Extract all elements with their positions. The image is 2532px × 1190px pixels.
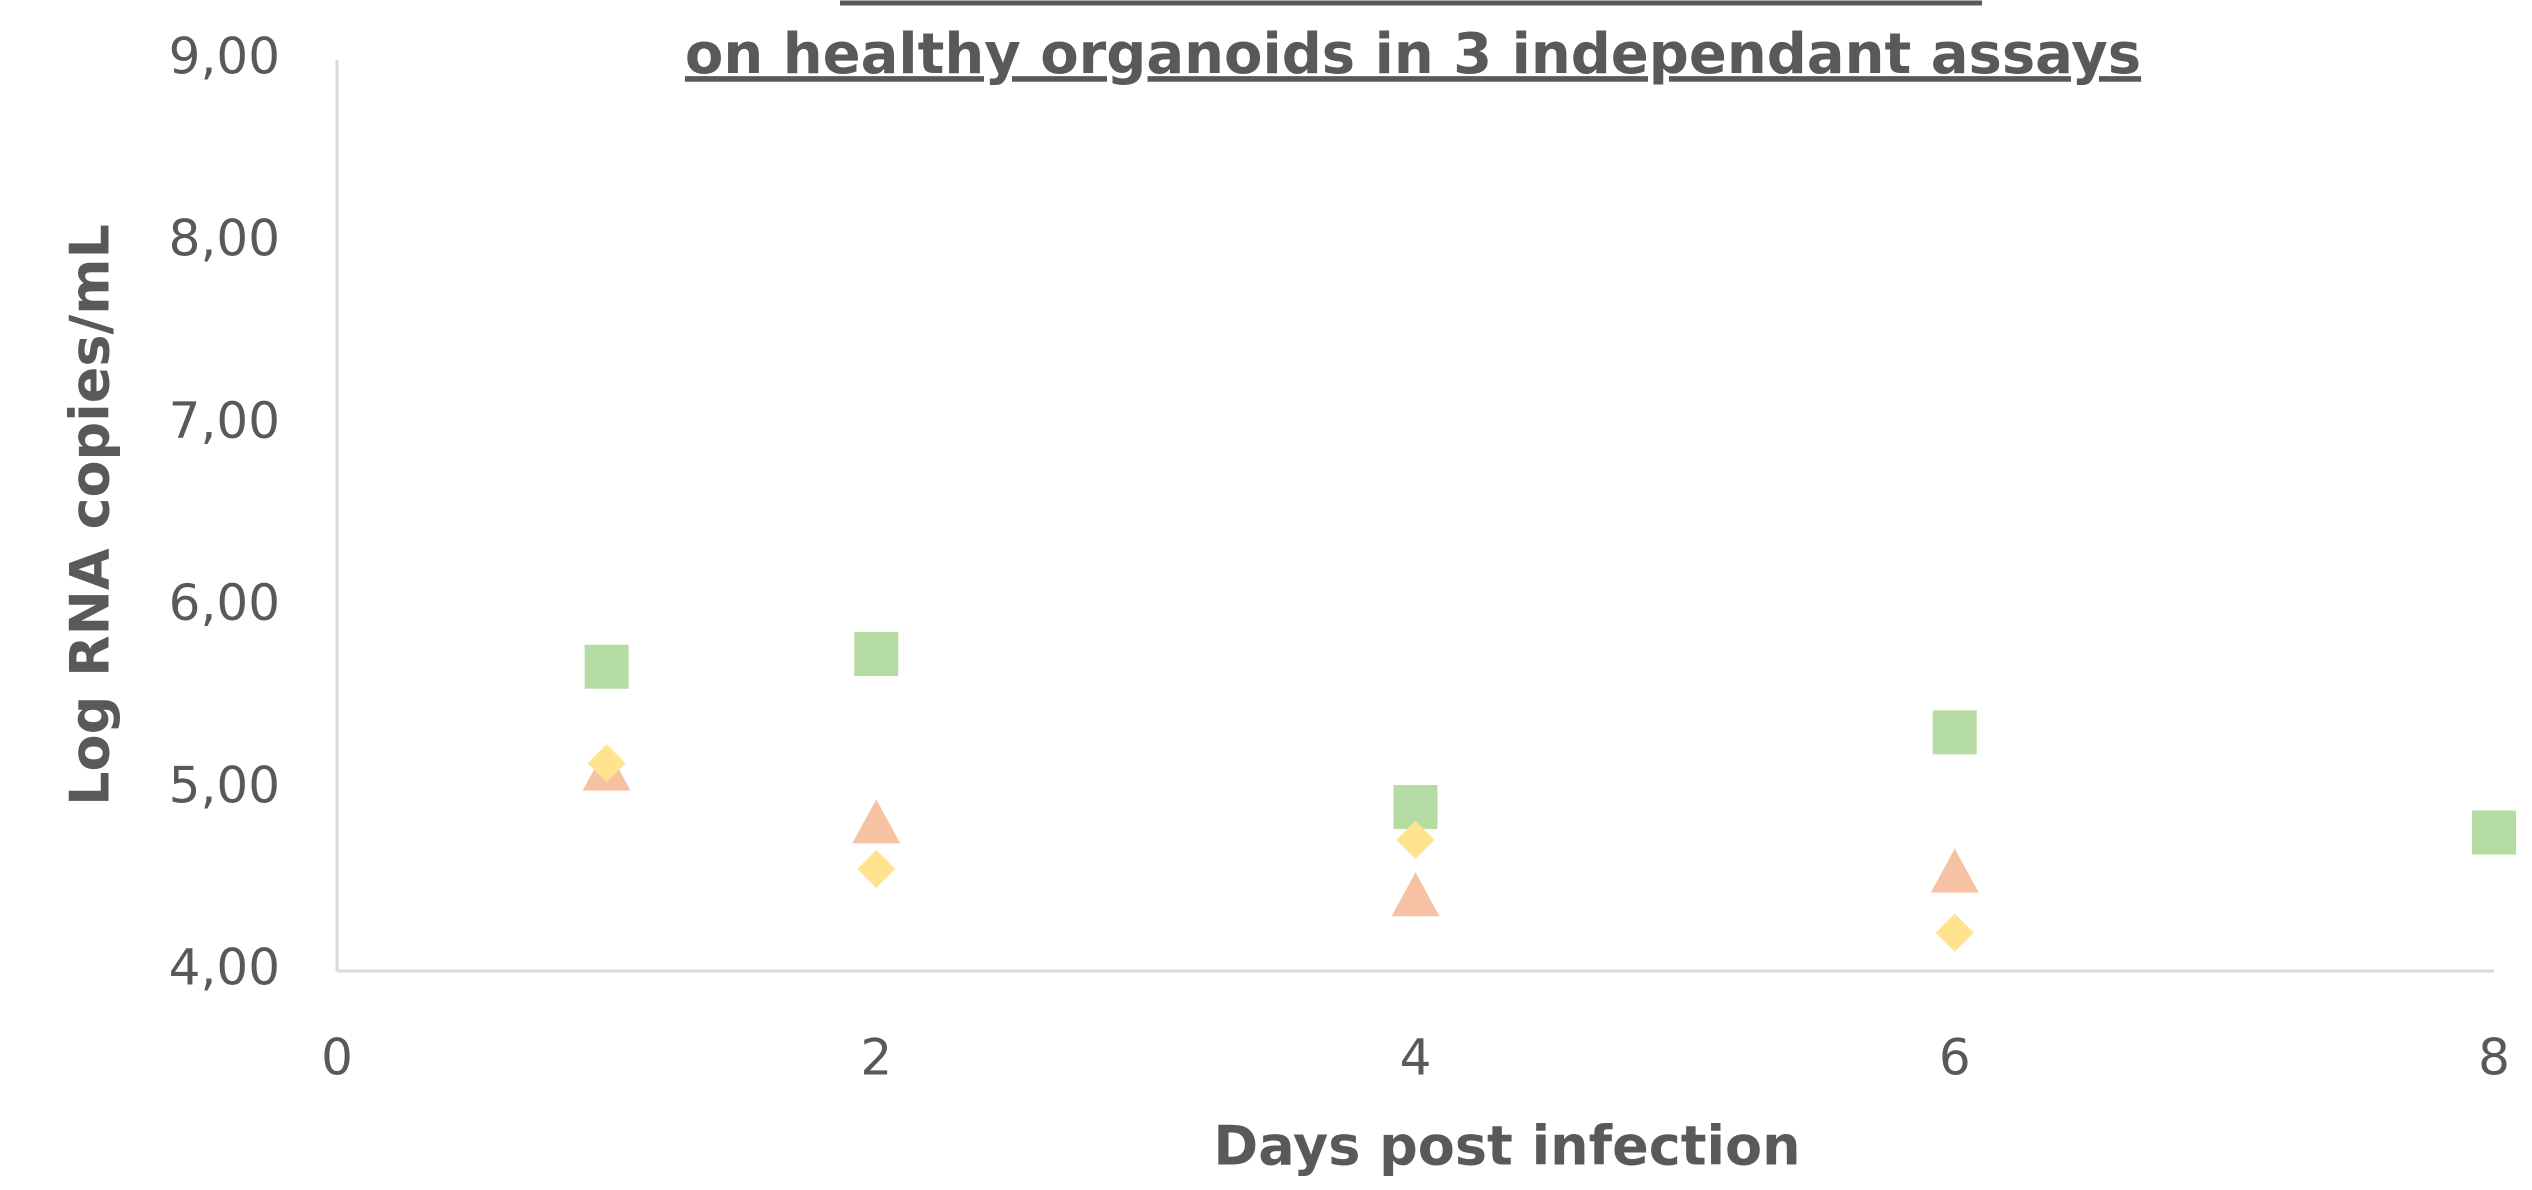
y-axis-label: Log RNA copies/mL: [59, 224, 122, 806]
y-tick-label: 4,00: [169, 939, 280, 997]
x-tick-label: 6: [1939, 1029, 1971, 1087]
data-point: [857, 849, 896, 888]
x-tick-label: 8: [2478, 1029, 2510, 1087]
data-point: [1396, 820, 1435, 859]
y-tick-label: 8,00: [169, 210, 280, 268]
data-point: [1932, 710, 1977, 755]
y-tick-label: 7,00: [169, 392, 280, 450]
x-tick-label: 4: [1400, 1029, 1432, 1087]
data-point: [852, 799, 901, 844]
y-tick-label: 5,00: [169, 756, 280, 814]
data-point: [584, 644, 629, 689]
data-point: [1391, 872, 1440, 917]
chart-title: on healthy organoids in 3 independant as…: [685, 22, 2141, 87]
y-tick-label: 9,00: [169, 28, 280, 86]
y-tick-label: 6,00: [169, 574, 280, 632]
data-point: [854, 631, 899, 676]
data-point: [1935, 913, 1974, 952]
data-point: [1930, 848, 1979, 893]
data-point: [2472, 810, 2516, 855]
data-point: [587, 744, 626, 783]
x-tick-label: 2: [860, 1029, 892, 1087]
x-axis-label: Days post infection: [1213, 1115, 1800, 1178]
x-tick-label: 0: [321, 1029, 353, 1087]
